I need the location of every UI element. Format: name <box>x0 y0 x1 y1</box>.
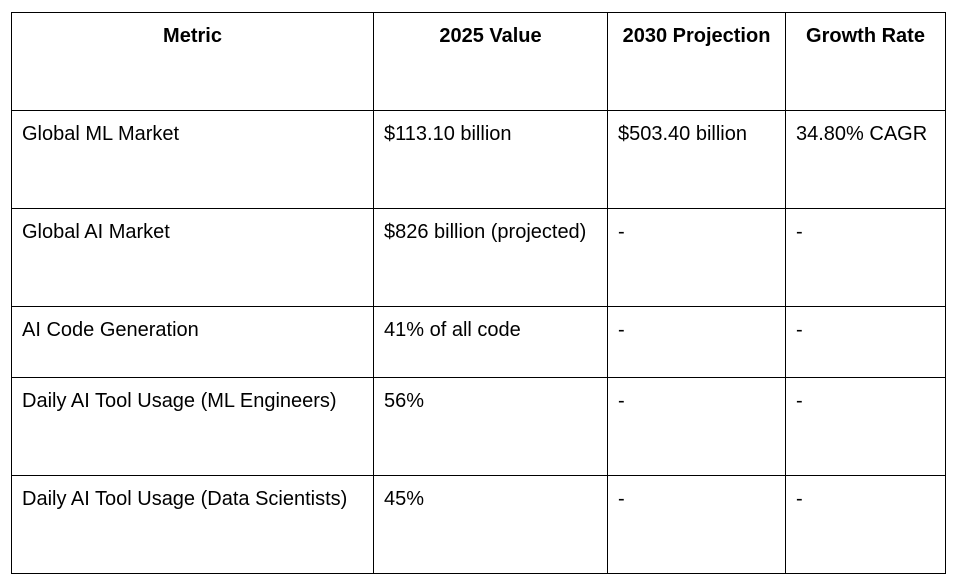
cell-metric: Global ML Market <box>11 110 374 209</box>
table-row: Daily AI Tool Usage (Data Scientists) 45… <box>11 475 946 574</box>
cell-2030-projection: - <box>607 208 786 307</box>
cell-2030-projection: - <box>607 377 786 476</box>
table-row: Global ML Market $113.10 billion $503.40… <box>11 110 946 209</box>
cell-growth-rate: - <box>785 475 946 574</box>
table-row: Global AI Market $826 billion (projected… <box>11 208 946 307</box>
table-row: AI Code Generation 41% of all code - - <box>11 306 946 378</box>
cell-2025-value: 41% of all code <box>373 306 608 378</box>
cell-growth-rate: - <box>785 306 946 378</box>
table-header-row: Metric 2025 Value 2030 Projection Growth… <box>11 12 946 111</box>
metrics-table: Metric 2025 Value 2030 Projection Growth… <box>11 12 946 574</box>
cell-2025-value: $826 billion (projected) <box>373 208 608 307</box>
cell-growth-rate: 34.80% CAGR <box>785 110 946 209</box>
cell-metric: AI Code Generation <box>11 306 374 378</box>
cell-metric: Global AI Market <box>11 208 374 307</box>
cell-metric: Daily AI Tool Usage (Data Scientists) <box>11 475 374 574</box>
cell-2030-projection: $503.40 billion <box>607 110 786 209</box>
header-2025-value: 2025 Value <box>373 12 608 111</box>
table-row: Daily AI Tool Usage (ML Engineers) 56% -… <box>11 377 946 476</box>
cell-2025-value: 56% <box>373 377 608 476</box>
cell-2030-projection: - <box>607 475 786 574</box>
cell-2030-projection: - <box>607 306 786 378</box>
cell-growth-rate: - <box>785 377 946 476</box>
cell-metric: Daily AI Tool Usage (ML Engineers) <box>11 377 374 476</box>
header-metric: Metric <box>11 12 374 111</box>
header-growth-rate: Growth Rate <box>785 12 946 111</box>
cell-growth-rate: - <box>785 208 946 307</box>
cell-2025-value: 45% <box>373 475 608 574</box>
header-2030-projection: 2030 Projection <box>607 12 786 111</box>
cell-2025-value: $113.10 billion <box>373 110 608 209</box>
